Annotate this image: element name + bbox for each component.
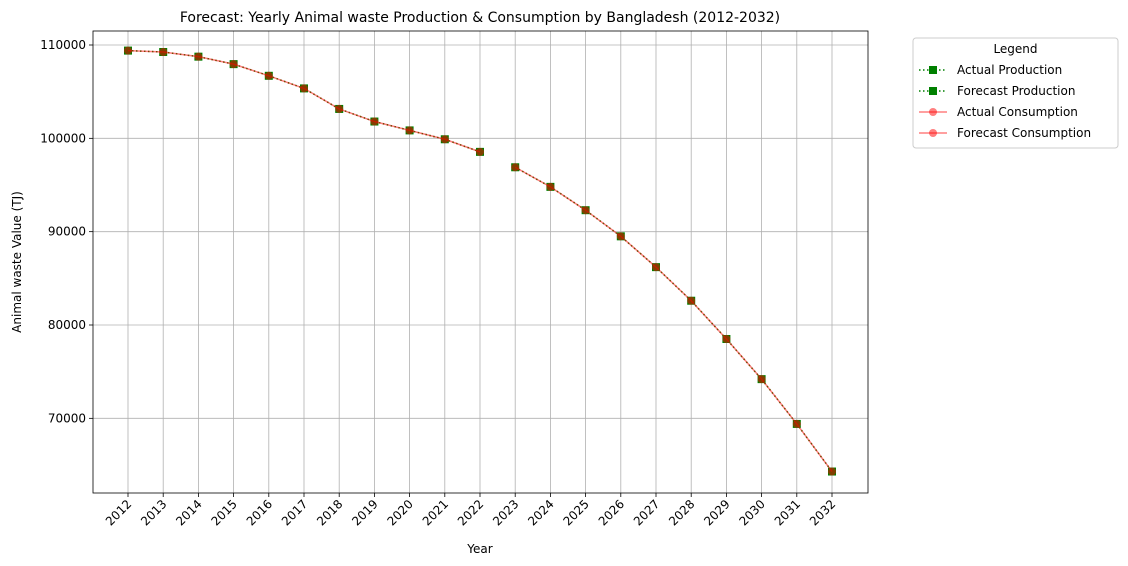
x-tick-label: 2021 <box>420 497 451 528</box>
x-tick-label: 2028 <box>666 497 697 528</box>
data-point <box>511 163 520 172</box>
y-axis-label: Animal waste Value (TJ) <box>10 191 24 333</box>
legend-title: Legend <box>993 42 1037 56</box>
x-tick-label: 2015 <box>208 497 239 528</box>
x-tick-label: 2013 <box>138 497 169 528</box>
legend-label: Forecast Production <box>957 84 1075 98</box>
data-point <box>440 135 449 144</box>
x-tick-label: 2017 <box>279 497 310 528</box>
data-point <box>546 182 555 191</box>
x-tick-label: 2025 <box>560 497 591 528</box>
series-forecast-consumption <box>511 163 836 476</box>
legend-item: Actual Production <box>919 63 1062 77</box>
legend-item: Forecast Consumption <box>919 126 1091 140</box>
legend-label: Actual Production <box>957 63 1062 77</box>
y-tick-label: 100000 <box>40 131 86 145</box>
legend-label: Forecast Consumption <box>957 126 1091 140</box>
x-tick-label: 2012 <box>103 497 134 528</box>
x-tick-label: 2023 <box>490 497 521 528</box>
data-point <box>757 375 766 384</box>
legend-item: Actual Consumption <box>919 105 1078 119</box>
legend-label: Actual Consumption <box>957 105 1078 119</box>
series-layer <box>124 46 836 476</box>
x-tick-label: 2019 <box>349 497 380 528</box>
legend-marker <box>929 129 937 137</box>
y-tick-label: 110000 <box>40 38 86 52</box>
data-point <box>581 206 590 215</box>
data-point <box>476 147 484 156</box>
data-point <box>124 46 132 55</box>
x-axis-label: Year <box>466 542 492 556</box>
x-tick-label: 2020 <box>384 497 415 528</box>
data-point <box>616 232 625 241</box>
x-tick-label: 2018 <box>314 497 345 528</box>
y-tick-label: 70000 <box>48 411 86 425</box>
x-tick-label: 2016 <box>244 497 275 528</box>
data-point <box>652 263 660 272</box>
y-tick-label: 90000 <box>48 225 86 239</box>
plot-frame <box>92 30 869 494</box>
data-point <box>405 126 414 135</box>
legend-item: Forecast Production <box>919 84 1075 98</box>
x-tick-label: 2031 <box>772 497 803 528</box>
axes: 2012 2013 2014 2015 2016 2017 2018 2019 2020 2021… <box>40 30 869 528</box>
y-tick-label: 80000 <box>48 318 86 332</box>
legend-marker <box>929 66 937 74</box>
data-point <box>370 117 379 126</box>
data-point <box>300 84 308 93</box>
grid <box>93 31 868 493</box>
x-tick-label: 2026 <box>596 497 627 528</box>
chart-title: Forecast: Yearly Animal waste Production… <box>180 10 780 26</box>
data-point <box>264 71 273 80</box>
data-point <box>687 296 696 305</box>
series-line <box>514 166 833 472</box>
data-point <box>828 467 836 476</box>
series-line <box>514 166 833 472</box>
x-tick-label: 2032 <box>807 497 838 528</box>
x-tick-label: 2024 <box>525 497 556 528</box>
x-tick-label: 2014 <box>173 497 204 528</box>
data-point <box>229 60 238 69</box>
series-actual-consumption <box>124 46 484 156</box>
x-tick-label: 2027 <box>631 497 662 528</box>
x-tick-label: 2029 <box>701 497 732 528</box>
x-tick-label: 2030 <box>736 497 767 528</box>
legend-marker <box>929 87 937 95</box>
data-point <box>194 52 203 61</box>
x-tick-label: 2022 <box>455 497 486 528</box>
data-point <box>792 419 801 428</box>
legend[interactable]: Legend Actual Production Forecast Producti… <box>912 37 1119 149</box>
data-point <box>335 104 344 113</box>
series-forecast-production <box>511 163 836 476</box>
data-point <box>159 48 168 56</box>
data-point <box>722 335 731 343</box>
legend-marker <box>929 108 937 116</box>
legend-box <box>912 37 1119 149</box>
